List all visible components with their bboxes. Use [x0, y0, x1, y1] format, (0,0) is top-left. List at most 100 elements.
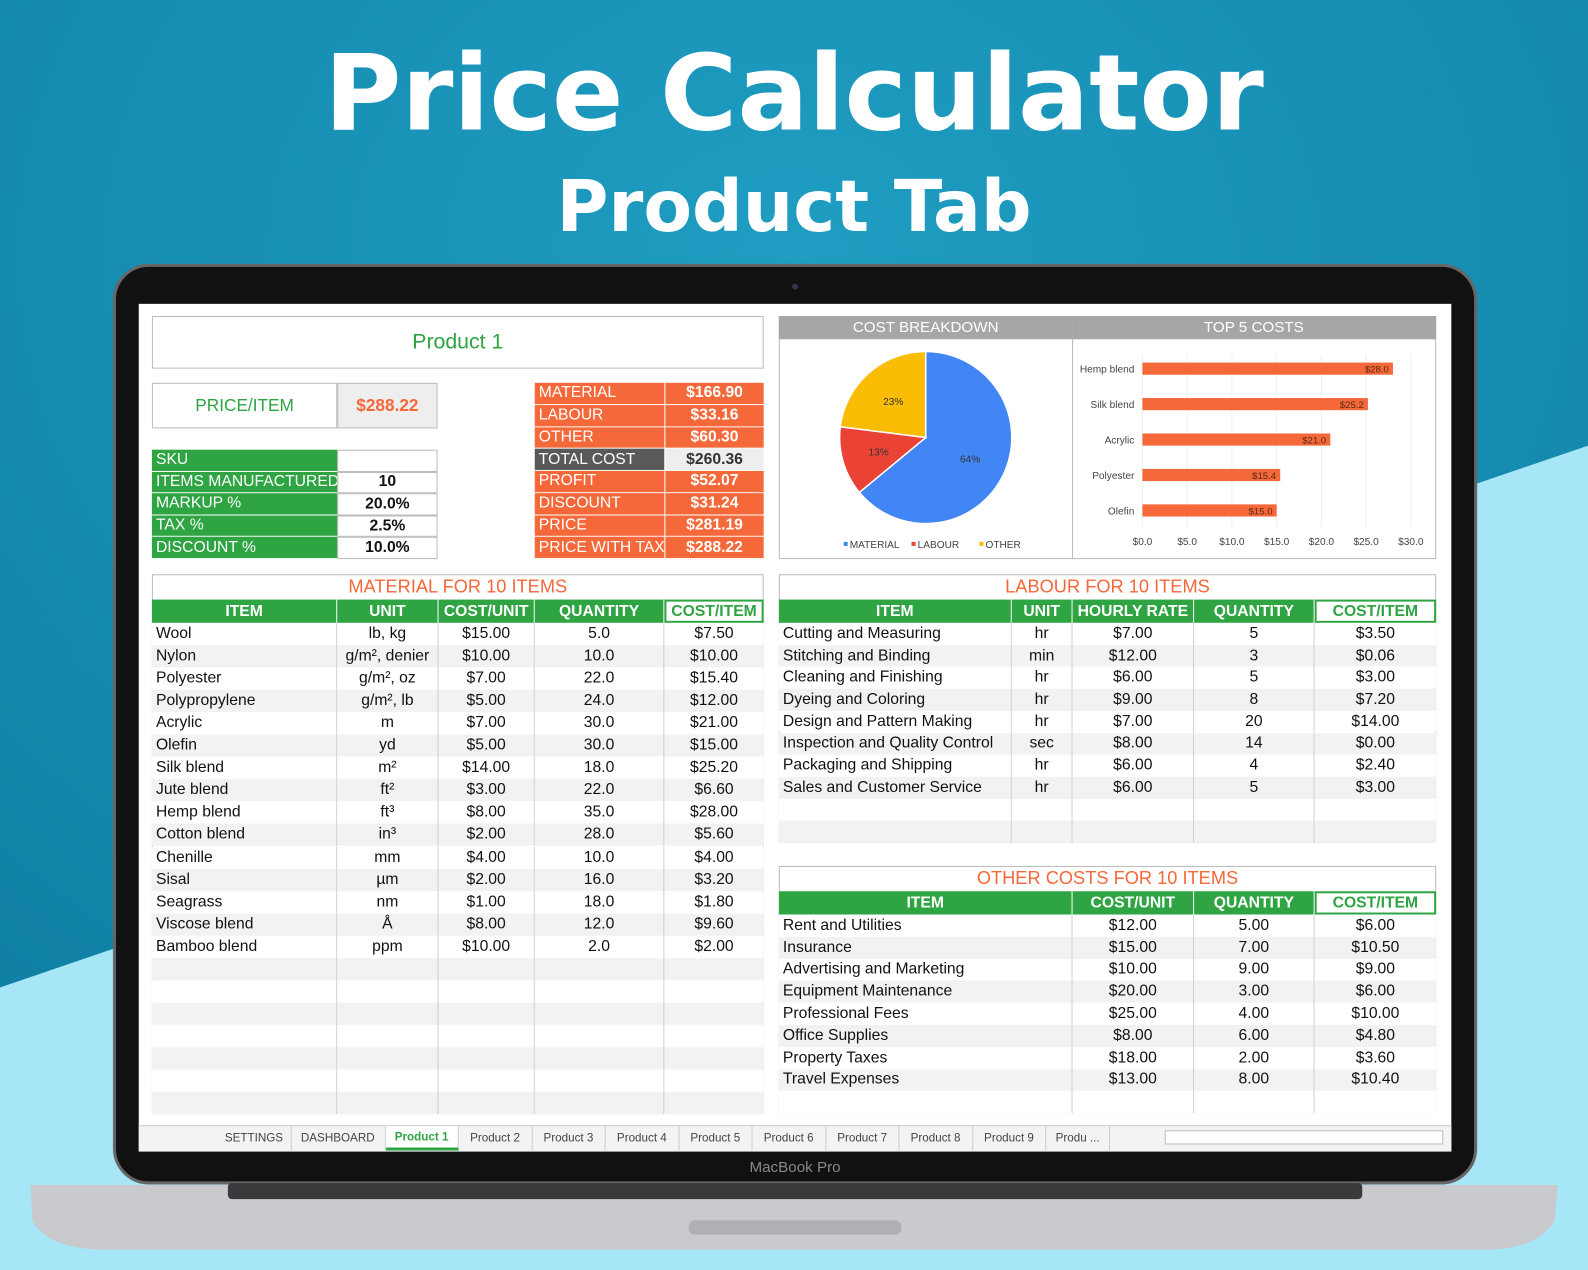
table-cell: 9.00 [1194, 958, 1315, 981]
summary-label: DISCOUNT [534, 492, 665, 516]
sheet-tab[interactable]: Product 4 [606, 1126, 680, 1151]
table-cell [534, 1069, 665, 1092]
table-cell: $14.00 [1314, 710, 1437, 733]
table-cell: 2.00 [1194, 1047, 1315, 1070]
sheet-tab[interactable]: Product 6 [753, 1126, 826, 1151]
column-header: QUANTITY [1194, 599, 1315, 623]
column-header: ITEM [778, 891, 1073, 915]
setting-label: TAX % [151, 515, 338, 538]
chart-frame [778, 315, 1437, 560]
table-cell: 5 [1194, 666, 1315, 689]
summary-value: $31.24 [664, 492, 764, 516]
setting-value: 20.0% [337, 493, 438, 516]
table-cell: Seagrass [151, 890, 338, 914]
sheet-tab[interactable]: Product 2 [459, 1126, 533, 1151]
table-cell [337, 1091, 439, 1115]
table-cell: Chenille [151, 846, 338, 869]
table-cell: $5.00 [438, 734, 535, 757]
column-header: COST/ITEM [664, 599, 764, 623]
table-cell: $6.00 [1072, 776, 1195, 799]
table-cell: Olefin [151, 734, 338, 757]
table-cell: m² [337, 756, 439, 780]
table-cell: 22.0 [534, 779, 665, 802]
table-cell: Polypropylene [151, 689, 338, 713]
column-header: COST/ITEM [1314, 891, 1437, 915]
table-cell [534, 1024, 665, 1048]
sheet-tab[interactable]: Produ ... [1046, 1126, 1111, 1151]
table-cell: Inspection and Quality Control [778, 732, 1012, 755]
table-cell: $7.20 [1314, 688, 1437, 711]
table-cell: $6.00 [1072, 666, 1195, 689]
table-cell: 18.0 [534, 756, 665, 780]
column-header: HOURLY RATE [1072, 599, 1195, 623]
table-cell [151, 1091, 338, 1115]
table-cell: Acrylic [151, 712, 338, 735]
table-cell [151, 1069, 338, 1092]
table-cell: ppm [337, 935, 439, 958]
summary-label: PROFIT [534, 470, 665, 493]
sheet-tab[interactable]: Product 5 [679, 1126, 753, 1151]
table-cell: $6.00 [1072, 754, 1195, 777]
column-header: UNIT [337, 599, 439, 623]
table-cell: $12.00 [664, 689, 764, 713]
table-cell: hr [1011, 666, 1073, 689]
table-cell [337, 1024, 439, 1048]
table-cell: Rent and Utilities [778, 914, 1073, 937]
table-cell: lb, kg [337, 622, 439, 646]
table-cell: Nylon [151, 645, 338, 668]
table-cell [664, 1091, 764, 1115]
table-cell [151, 957, 338, 981]
table-cell: $15.00 [664, 734, 764, 757]
column-header: QUANTITY [534, 599, 665, 623]
table-cell: 14 [1194, 732, 1315, 755]
table-cell [438, 1047, 535, 1070]
setting-label: SKU [151, 449, 338, 472]
table-cell [151, 1002, 338, 1025]
table-cell [438, 1002, 535, 1025]
summary-value: $33.16 [664, 404, 764, 427]
table-cell: $4.80 [1314, 1024, 1437, 1048]
setting-label: MARKUP % [151, 493, 338, 516]
table-cell: 5 [1194, 776, 1315, 799]
table-cell: hr [1011, 622, 1073, 645]
table-cell: $25.00 [1072, 1002, 1195, 1025]
table-cell: 12.0 [534, 913, 665, 936]
table-cell: g/m², lb [337, 689, 439, 713]
table-cell: $13.00 [1072, 1069, 1195, 1092]
table-cell: g/m², oz [337, 667, 439, 690]
table-cell: $7.00 [438, 712, 535, 735]
table-cell [438, 957, 535, 981]
table-cell: Bamboo blend [151, 935, 338, 958]
table-cell: $7.00 [438, 667, 535, 690]
column-header: UNIT [1011, 599, 1073, 623]
table-cell [778, 820, 1012, 843]
table-cell: $20.00 [1072, 980, 1195, 1003]
sheet-tab[interactable]: Product 1 [385, 1126, 459, 1151]
table-cell [151, 1024, 338, 1048]
price-label: PRICE/ITEM [151, 382, 338, 429]
setting-label: ITEMS MANUFACTURED [151, 471, 338, 494]
table-cell [1314, 820, 1437, 843]
table-cell: $0.00 [1314, 732, 1437, 755]
table-cell: Stitching and Binding [778, 644, 1012, 667]
sheet-tab[interactable]: Product 9 [973, 1126, 1047, 1151]
table-cell: $4.00 [438, 846, 535, 869]
table-cell: $10.00 [664, 645, 764, 668]
table-cell: $8.00 [1072, 1024, 1195, 1048]
table-cell [438, 1091, 535, 1115]
table-cell: $3.20 [664, 868, 764, 891]
table-cell [664, 980, 764, 1003]
sheet-tab[interactable]: Product 3 [532, 1126, 606, 1151]
table-cell [664, 1024, 764, 1048]
table-cell: Hemp blend [151, 801, 338, 824]
sheet-tab[interactable]: SETTINGS [218, 1126, 292, 1151]
sheet-tab[interactable]: Product 8 [899, 1126, 973, 1151]
table-cell [1194, 798, 1315, 821]
subtitle: Product Tab [556, 165, 1031, 248]
scrollbar [1164, 1130, 1444, 1145]
sheet-tab[interactable]: Product 7 [826, 1126, 900, 1151]
table-cell: $6.00 [1314, 914, 1437, 937]
sheet-tab[interactable]: DASHBOARD [291, 1126, 386, 1151]
table-cell [1314, 1091, 1437, 1114]
